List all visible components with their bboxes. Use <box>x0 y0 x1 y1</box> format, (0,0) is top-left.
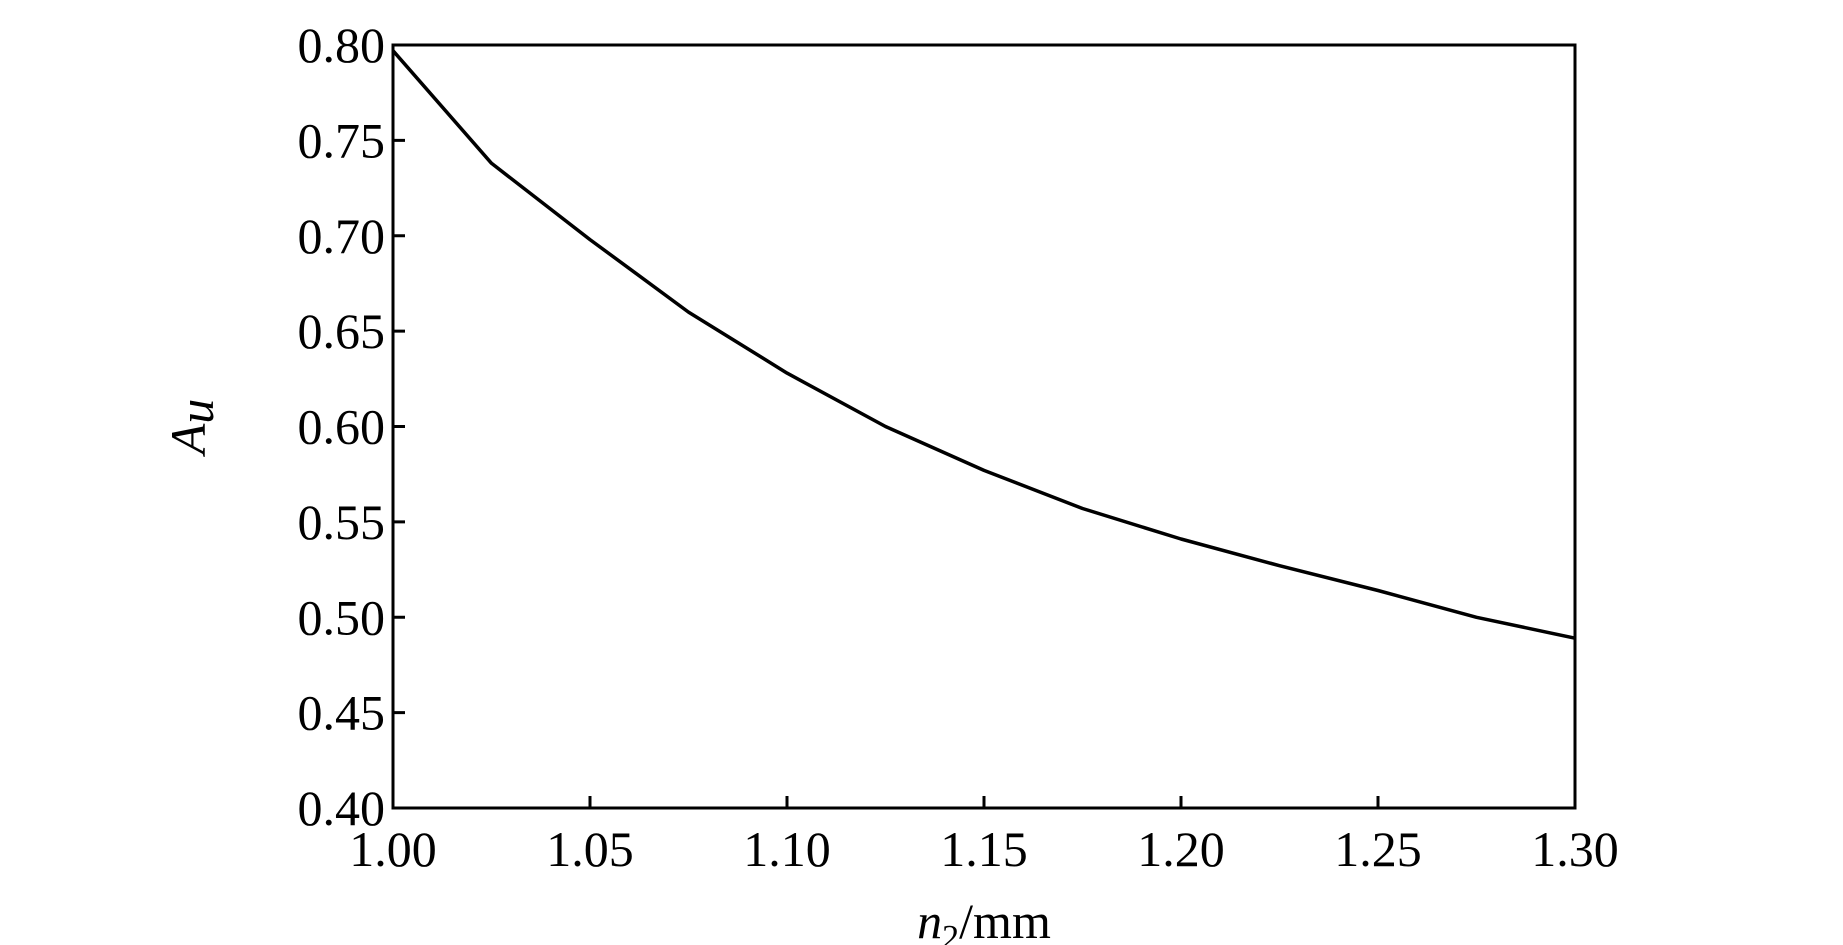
x-tick-label: 1.20 <box>1137 821 1225 877</box>
x-tick-label: 1.30 <box>1531 821 1619 877</box>
x-tick-label: 1.15 <box>940 821 1028 877</box>
y-tick-label: 0.70 <box>298 208 386 264</box>
x-axis-label-var: n <box>917 893 942 945</box>
y-tick-label: 0.65 <box>298 303 386 359</box>
x-axis-label-unit: /mm <box>959 893 1051 945</box>
x-axis-label-sub: 2 <box>942 919 959 945</box>
y-tick-label: 0.60 <box>298 399 386 455</box>
y-axis-label-var: A <box>160 423 216 457</box>
plot-frame <box>391 43 1577 810</box>
series-layer <box>391 49 1576 640</box>
y-tick-label: 0.75 <box>298 112 386 168</box>
x-tick-label: 1.05 <box>546 821 634 877</box>
y-tick-label: 0.55 <box>298 494 386 550</box>
y-tick-label: 0.40 <box>298 780 386 836</box>
x-tick-label: 1.00 <box>349 821 437 877</box>
y-tick-label: 0.80 <box>298 17 386 73</box>
x-tick-label: 1.25 <box>1334 821 1422 877</box>
ticks <box>391 43 1577 810</box>
x-axis-label: n2/mm <box>917 893 1051 945</box>
series-line <box>391 49 1576 640</box>
y-tick-label: 0.50 <box>298 589 386 645</box>
tick-labels: 1.00 1.05 1.10 1.15 1.20 1.25 1.30 0.40 0.45 0.50… <box>298 17 1619 877</box>
y-axis-label: Au <box>160 399 224 458</box>
y-axis-label-sub: u <box>168 399 224 424</box>
x-tick-label: 1.10 <box>743 821 831 877</box>
y-tick-label: 0.45 <box>298 685 386 741</box>
